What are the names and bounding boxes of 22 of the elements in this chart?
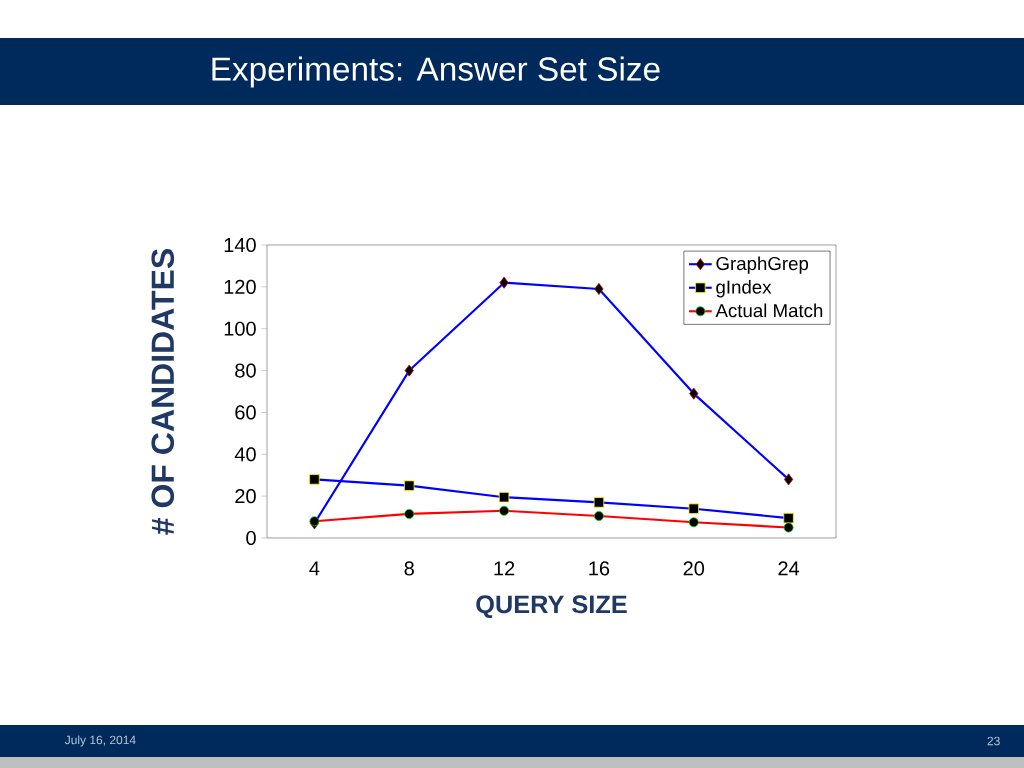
text: 23 [987, 736, 1000, 746]
y-axis-title: # OF CANDIDATES [151, 249, 175, 535]
text: July 16, 2014 [64, 735, 136, 747]
y-tick-label: 80 [235, 363, 256, 378]
y-tick-label: 20 [235, 489, 256, 504]
x-tick-label: 24 [778, 561, 800, 576]
x-tick-label: 4 [309, 561, 320, 576]
y-tick-label: 100 [224, 321, 256, 336]
x-tick-label: 8 [404, 561, 414, 576]
y-tick-label: 0 [246, 530, 256, 546]
y-tick-label: 140 [224, 237, 256, 253]
x-axis-title: QUERY SIZE [476, 595, 627, 619]
x-tick-label: 16 [589, 561, 610, 576]
chart-title: Experiments: Answer Set Size [212, 56, 660, 88]
x-tick-label: 12 [494, 561, 515, 576]
legend-label: GraphGrep [716, 256, 809, 274]
legend-label: Actual Match [715, 303, 823, 318]
y-tick-label: 60 [235, 405, 256, 420]
legend-label: gIndex [716, 279, 772, 298]
x-tick-label: 20 [683, 561, 705, 576]
y-tick-label: 120 [224, 279, 256, 294]
y-tick-label: 40 [234, 447, 256, 462]
